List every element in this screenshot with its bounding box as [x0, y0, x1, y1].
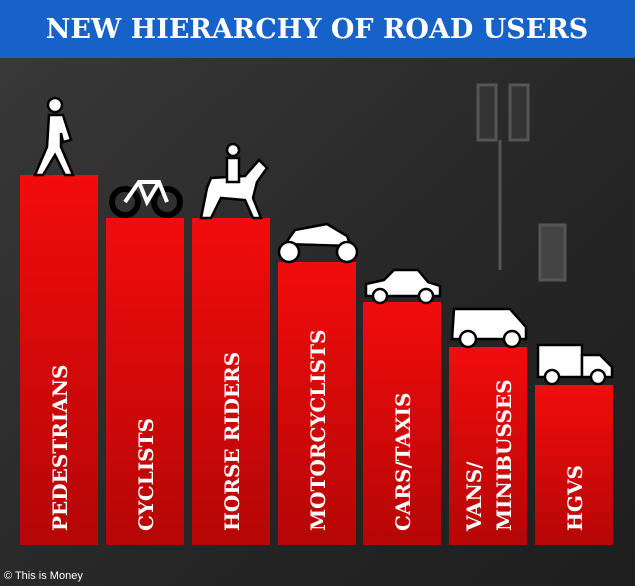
bar [106, 218, 184, 545]
bar [535, 385, 613, 545]
van-icon [458, 329, 478, 349]
bar [20, 175, 98, 545]
bar-label: VANS/ [462, 461, 486, 532]
bar-label: MOTORCYCLISTS [306, 330, 330, 531]
credit: © This is Money [4, 570, 83, 582]
horse-rider-icon [199, 158, 269, 220]
bar-label: PEDESTRIANS [48, 365, 72, 531]
bar-label: MINIBUSSES [492, 379, 516, 531]
truck-icon [580, 353, 614, 379]
pedestrian-icon [46, 96, 64, 114]
bar [192, 218, 270, 545]
van-icon [502, 329, 522, 349]
bar [363, 302, 441, 545]
car-icon [417, 287, 435, 305]
bar-label: HGVS [563, 465, 587, 531]
bar [449, 347, 527, 545]
horse-rider-icon [225, 142, 241, 158]
background-traffic-light [476, 83, 567, 282]
bar [278, 262, 356, 545]
truck-icon [589, 368, 607, 386]
pedestrian-icon [33, 113, 75, 177]
bicycle-icon [123, 180, 169, 207]
motorcycle-icon [335, 240, 359, 264]
horse-rider-icon [225, 156, 241, 184]
bicycle-icon [109, 186, 141, 218]
car-icon [371, 287, 389, 305]
header-bar [0, 0, 635, 58]
title: NEW HIERARCHY OF ROAD USERS [46, 14, 589, 45]
motorcycle-icon [277, 240, 301, 264]
truck-icon [543, 368, 561, 386]
bar-label: CARS/TAXIS [391, 393, 415, 531]
bar-label: HORSE RIDERS [220, 352, 244, 531]
bicycle-icon [151, 186, 183, 218]
bar-label: CYCLISTS [134, 418, 158, 531]
truck-icon [536, 343, 584, 379]
